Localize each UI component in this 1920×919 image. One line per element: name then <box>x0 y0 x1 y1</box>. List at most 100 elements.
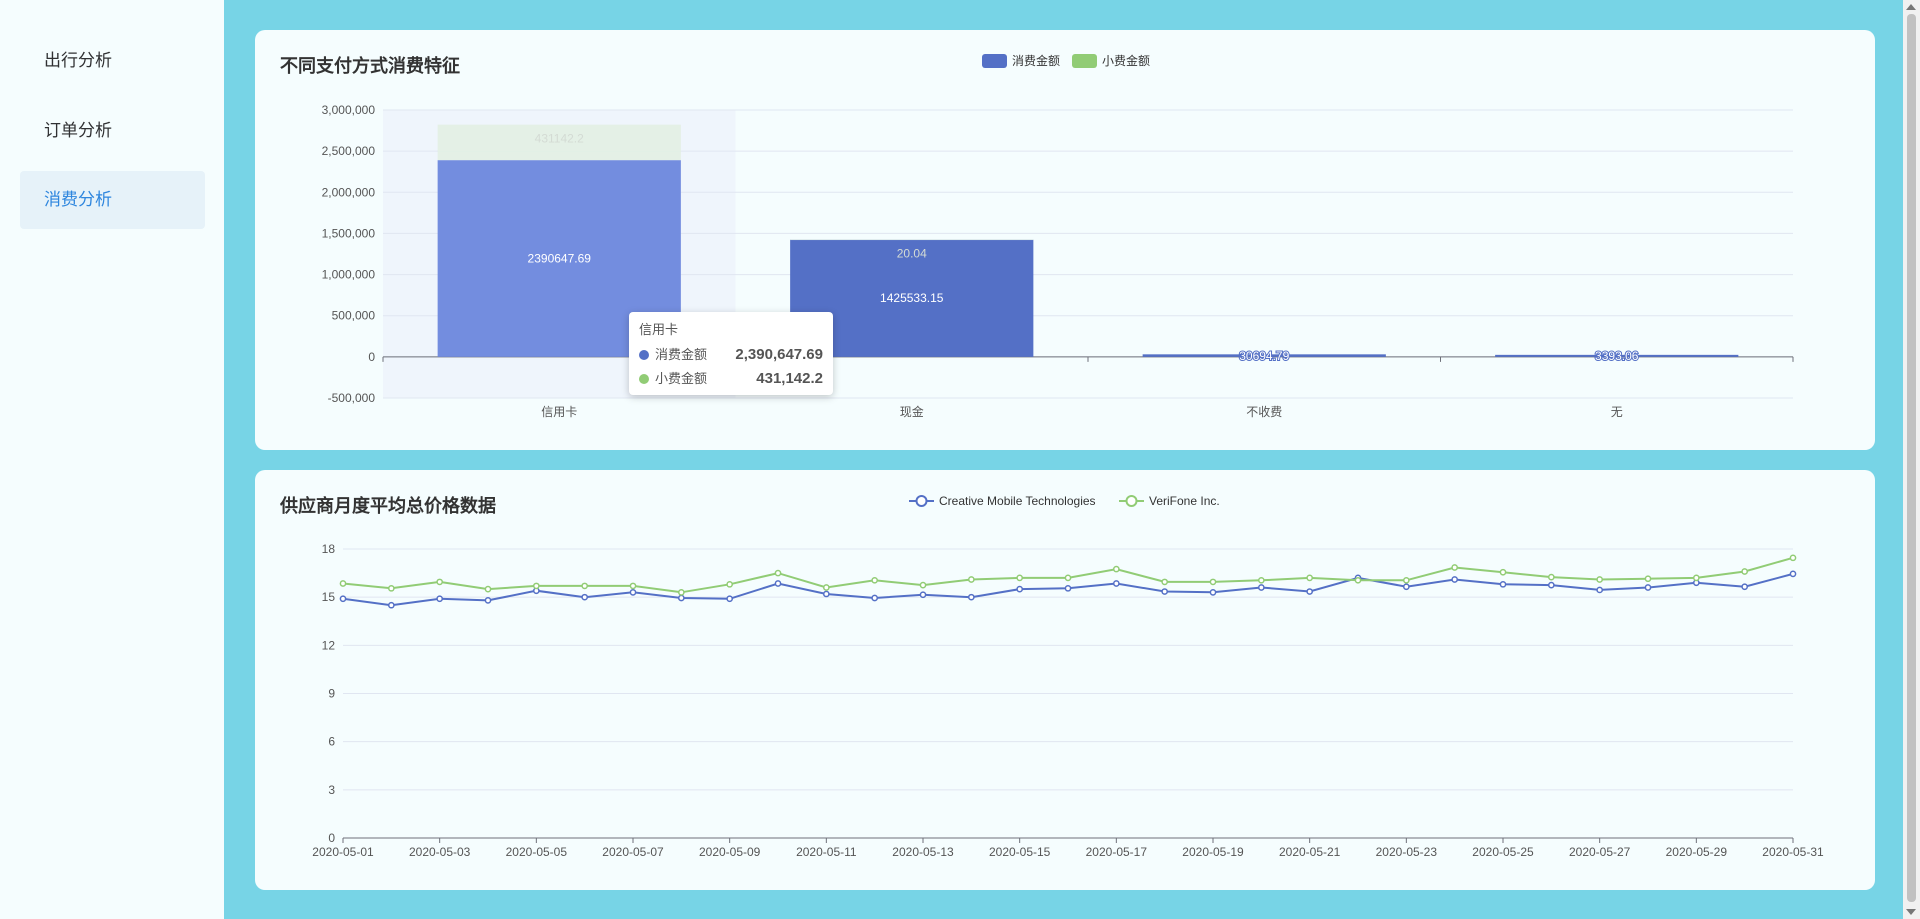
tooltip-series-name: 消费金额 <box>655 347 708 362</box>
tip-value-label: 431142.2 <box>535 132 584 146</box>
data-point <box>581 582 589 590</box>
y-tick-label: 1,500,000 <box>322 226 376 240</box>
data-point <box>774 569 782 577</box>
x-tick-label: 无 <box>1611 405 1623 419</box>
x-tick-label: 2020-05-31 <box>1762 845 1824 859</box>
data-point <box>1547 573 1555 581</box>
x-tick-label: 现金 <box>900 404 924 419</box>
x-tick-label: 2020-05-09 <box>699 845 761 859</box>
data-point <box>1064 574 1072 582</box>
nav-item-trip-analysis[interactable]: 出行分析 <box>44 51 112 70</box>
data-point <box>1016 574 1024 582</box>
data-point <box>726 580 734 588</box>
vendor-chart-card: 供应商月度平均总价格数据 0 3 6 9 12 15 18 2020-05-01 2020-05… <box>255 470 1875 890</box>
data-point <box>822 590 830 598</box>
data-point <box>1257 576 1265 584</box>
data-point <box>387 584 395 592</box>
y-tick-label: 3 <box>328 783 335 797</box>
tooltip-row: 消费金额 2,390,647.69 <box>639 343 823 367</box>
data-point <box>1064 584 1072 592</box>
data-point <box>1112 580 1120 587</box>
data-point <box>1112 565 1120 573</box>
x-tick-label: 2020-05-29 <box>1666 845 1728 859</box>
data-point <box>1209 589 1217 596</box>
legend-marker-icon <box>915 495 928 507</box>
bar-value-label: 3393.06 <box>1595 349 1639 363</box>
x-tick-label: 2020-05-07 <box>602 845 664 859</box>
nav-item-consumption-analysis[interactable]: 消费分析 <box>20 171 205 229</box>
data-point <box>726 595 734 603</box>
x-tick-label: 2020-05-21 <box>1279 845 1341 859</box>
tooltip-row: 小费金额 431,142.2 <box>639 367 823 391</box>
data-point <box>1209 578 1217 586</box>
page-scrollbar[interactable] <box>1903 0 1920 919</box>
payment-bar-chart: 3,000,000 2,500,000 2,000,000 1,500,000 1,00… <box>322 53 1794 419</box>
x-tick-label: 2020-05-19 <box>1182 845 1244 859</box>
tooltip-dot-icon <box>639 374 649 384</box>
legend-swatch-icon <box>1072 54 1097 68</box>
legend-item[interactable]: 消费金额 <box>982 53 1060 68</box>
x-tick-label: 2020-05-25 <box>1472 845 1534 859</box>
data-point <box>1741 568 1749 575</box>
data-point <box>629 589 637 596</box>
x-tick-label: 信用卡 <box>541 405 577 419</box>
x-tick-label: 2020-05-13 <box>892 845 954 859</box>
scroll-up-arrow-icon[interactable] <box>1906 4 1916 10</box>
legend-item[interactable]: 小费金额 <box>1072 53 1150 68</box>
data-point <box>629 582 637 590</box>
y-tick-label: 1,000,000 <box>322 268 376 282</box>
tooltip-title: 信用卡 <box>639 322 679 337</box>
data-point <box>484 597 492 604</box>
data-point <box>484 585 492 593</box>
data-point <box>1451 576 1459 583</box>
data-point <box>1499 580 1507 588</box>
nav-item-order-analysis[interactable]: 订单分析 <box>44 121 112 140</box>
sidebar-nav: 出行分析 订单分析 消费分析 <box>0 0 224 919</box>
data-point <box>1402 583 1410 591</box>
y-tick-label: 0 <box>368 350 375 364</box>
x-tick-label: 2020-05-15 <box>989 845 1051 859</box>
data-point <box>532 582 540 590</box>
data-point <box>1644 575 1652 583</box>
x-tick-label: 2020-05-17 <box>1086 845 1148 859</box>
data-point <box>919 581 927 589</box>
scrollbar-thumb[interactable] <box>1907 14 1916 902</box>
scroll-down-arrow-icon[interactable] <box>1906 909 1916 915</box>
data-point <box>871 576 879 584</box>
data-point <box>967 593 975 601</box>
y-tick-label: 18 <box>322 542 336 556</box>
data-point <box>1789 554 1797 562</box>
legend-item[interactable]: Creative Mobile Technologies <box>909 494 1096 508</box>
data-point <box>387 601 395 609</box>
legend-swatch-icon <box>982 54 1007 68</box>
data-point <box>1306 574 1314 582</box>
legend-label: Creative Mobile Technologies <box>939 494 1096 508</box>
y-tick-label: 0 <box>328 831 335 845</box>
data-point <box>1016 585 1024 593</box>
legend-item[interactable]: VeriFone Inc. <box>1119 494 1220 508</box>
data-point <box>1499 568 1507 576</box>
payment-chart-card: 不同支付方式消费特征 3,000,000 2,500,000 2,000,000 1,… <box>255 30 1875 450</box>
bar-value-label: 1425533.15 <box>880 291 944 305</box>
data-point <box>1354 576 1362 584</box>
tooltip-series-value: 2,390,647.69 <box>735 346 823 363</box>
bar-tip <box>437 124 681 161</box>
data-point <box>1692 574 1700 582</box>
y-tick-label: 15 <box>322 590 336 604</box>
chart-tooltip: 信用卡 消费金额 2,390,647.69 小费金额 431,142.2 <box>629 312 833 395</box>
x-tick-label: 2020-05-23 <box>1376 845 1438 859</box>
data-point <box>339 595 347 603</box>
y-tick-label: 12 <box>322 638 336 652</box>
data-point <box>1451 564 1459 571</box>
bar-tip <box>790 239 1034 241</box>
bar-consumption <box>1495 354 1739 357</box>
data-point <box>1596 586 1604 594</box>
data-point <box>1741 583 1749 591</box>
tooltip-series-name: 小费金额 <box>655 371 708 386</box>
x-tick-label: 不收费 <box>1246 405 1282 419</box>
y-tick-label: 2,500,000 <box>322 144 376 158</box>
data-point <box>1596 576 1604 583</box>
y-tick-label: 2,000,000 <box>322 185 376 199</box>
data-point <box>436 578 444 586</box>
tooltip-series-value: 431,142.2 <box>756 370 823 387</box>
